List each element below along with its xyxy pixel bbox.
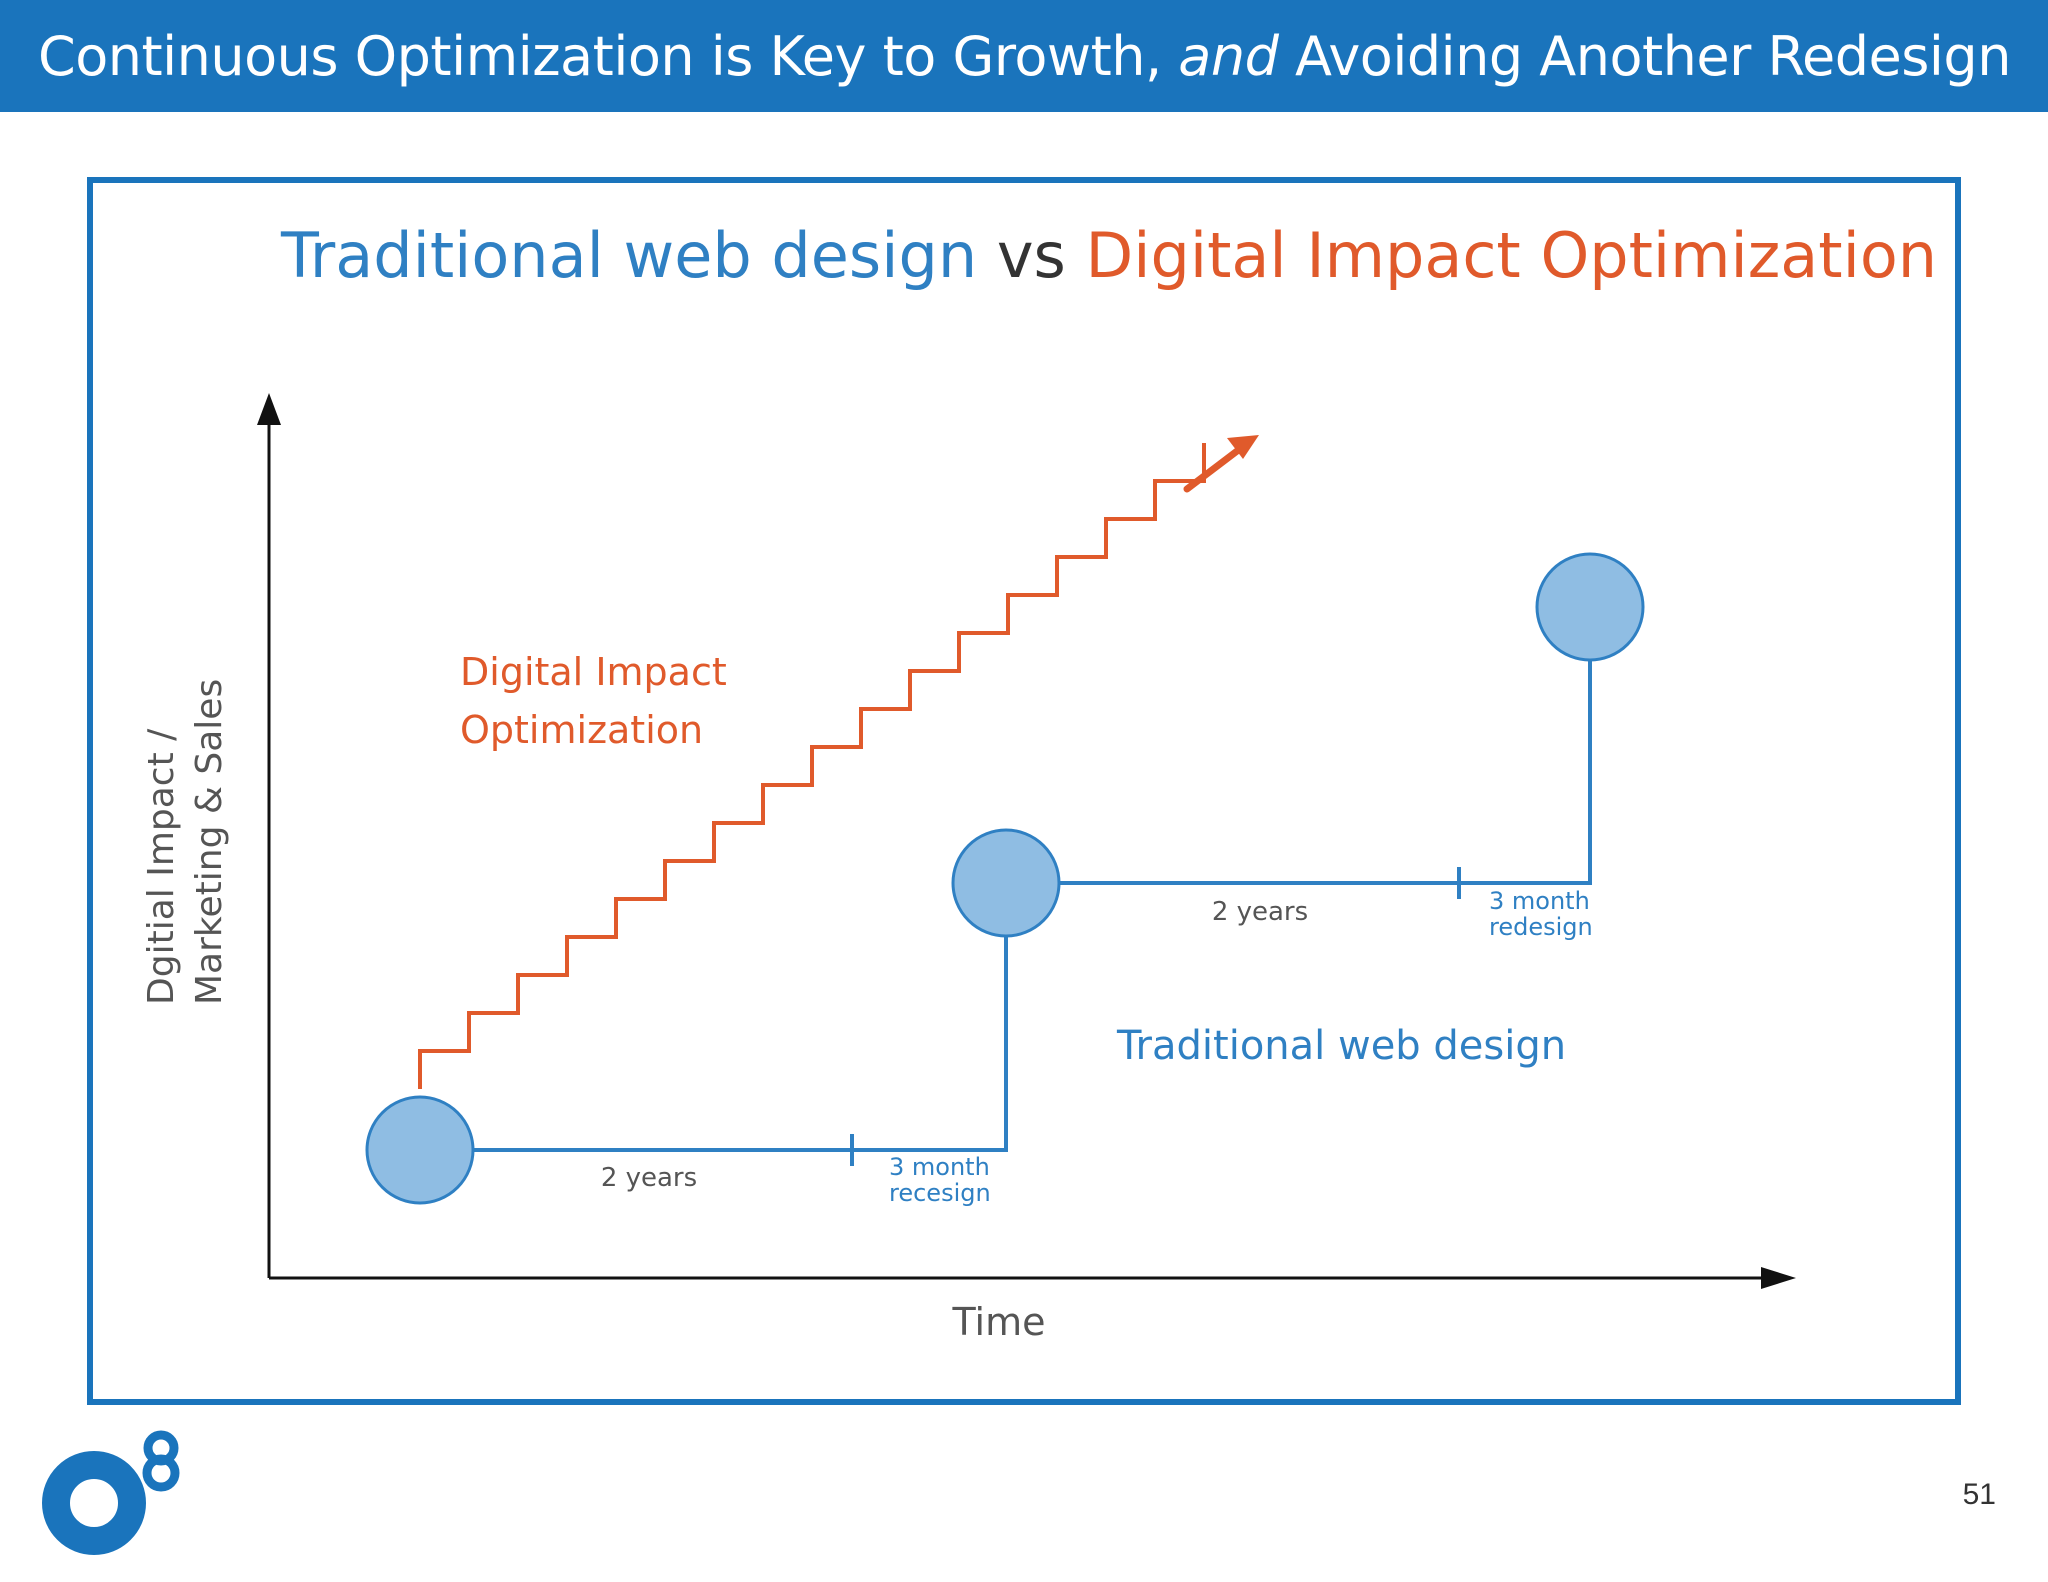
slide-title-italic: and xyxy=(1178,24,1279,88)
milestone-circle-3 xyxy=(1535,552,1645,662)
segment1-redesign-label-line1: 3 month xyxy=(889,1153,990,1181)
slide-title-part2: Avoiding Another Redesign xyxy=(1278,24,2011,88)
diagram-title-dio: Digital Impact Optimization xyxy=(1086,219,1938,292)
slide-title-part1: Continuous Optimization is Key to Growth… xyxy=(38,24,1179,88)
y-axis-label-line1: Dgitial Impact / xyxy=(141,728,182,1005)
dio-staircase-line xyxy=(418,443,1206,1089)
dio-growth-arrow-head xyxy=(1227,435,1259,459)
x-axis-label: Time xyxy=(952,1300,1046,1344)
slide-title: Continuous Optimization is Key to Growth… xyxy=(38,25,2011,88)
milestone-circle-2 xyxy=(951,828,1061,938)
dio-label-line2: Optimization xyxy=(460,708,703,752)
x-axis-arrowhead xyxy=(1761,1267,1796,1289)
dio-growth-arrow-shaft xyxy=(1183,441,1249,493)
y-axis-arrowhead xyxy=(257,393,281,425)
y-axis-label: Dgitial Impact / Marketing & Sales xyxy=(141,679,230,1005)
traditional-label: Traditional web design xyxy=(1116,1023,1566,1069)
diagram-title-vs: vs xyxy=(977,219,1085,292)
y-axis-label-line2: Marketing & Sales xyxy=(189,679,230,1005)
diagram-canvas: Traditional web design vs Digital Impact… xyxy=(141,219,1937,1344)
segment1-redesign-label-line2: recesign xyxy=(889,1179,991,1207)
segment2-redesign-label-line1: 3 month xyxy=(1489,887,1590,915)
segment1-duration-label: 2 years xyxy=(601,1163,697,1193)
o8-logo-icon xyxy=(42,1430,180,1555)
page-number: 51 xyxy=(1962,1478,1996,1511)
diagram-title-traditional: Traditional web design xyxy=(280,219,977,292)
milestone-circle-1 xyxy=(365,1095,475,1205)
dio-label-line1: Digital Impact xyxy=(460,650,727,694)
diagram-frame: Traditional web design vs Digital Impact… xyxy=(87,177,1961,1405)
slide-header: Continuous Optimization is Key to Growth… xyxy=(0,0,2048,112)
segment2-duration-label: 2 years xyxy=(1212,897,1308,927)
segment2-redesign-label-line2: redesign xyxy=(1489,913,1593,941)
diagram-title: Traditional web design vs Digital Impact… xyxy=(280,219,1937,292)
